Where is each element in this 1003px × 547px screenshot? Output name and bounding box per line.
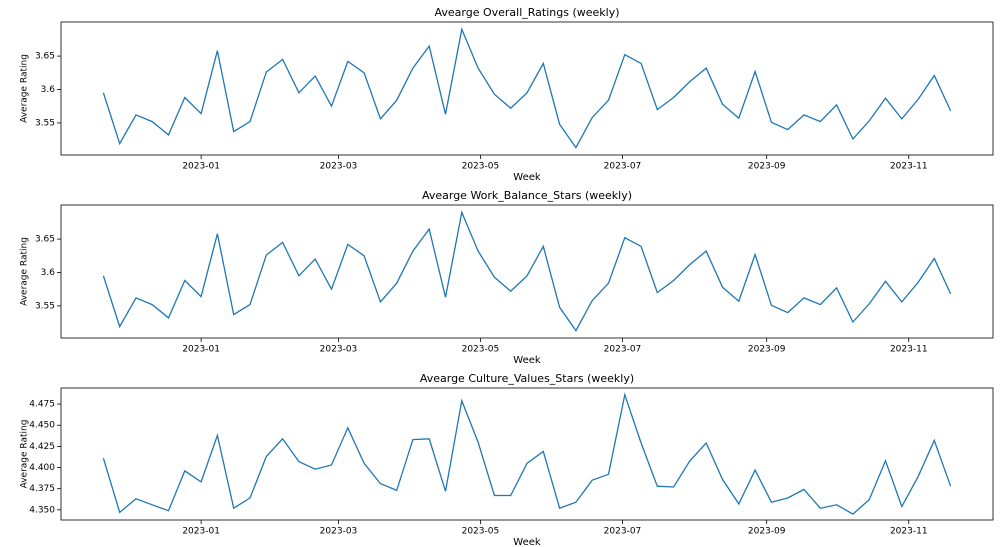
- y-tick-label: 4.425: [29, 442, 55, 452]
- y-tick-label: 4.350: [29, 505, 55, 515]
- line-series: [102, 27, 952, 149]
- chart-title: Avearge Overall_Ratings (weekly): [434, 6, 619, 19]
- x-tick-label: 2023-09: [748, 162, 786, 172]
- x-tick-label: 2023-11: [890, 345, 928, 355]
- line-series: [102, 392, 952, 515]
- y-tick-label: 4.450: [29, 421, 55, 431]
- x-tick-label: 2023-07: [604, 345, 642, 355]
- x-tick-label: 2023-11: [890, 162, 928, 172]
- x-axis-label: Week: [513, 355, 541, 366]
- x-tick-label: 2023-07: [604, 162, 642, 172]
- y-tick-label: 3.6: [41, 268, 56, 278]
- y-tick-label: 4.400: [29, 463, 55, 473]
- y-tick-label: 3.65: [35, 52, 55, 62]
- x-tick-label: 2023-01: [182, 162, 220, 172]
- x-tick-label: 2023-03: [320, 162, 358, 172]
- y-axis-label: Average Rating: [20, 237, 30, 306]
- y-tick-label: 4.475: [29, 400, 55, 410]
- y-tick-label: 3.55: [35, 118, 55, 128]
- x-tick-label: 2023-05: [462, 527, 500, 537]
- x-tick-label: 2023-03: [320, 345, 358, 355]
- x-tick-label: 2023-05: [462, 162, 500, 172]
- axes-frame: [60, 204, 994, 339]
- x-tick-label: 2023-11: [890, 527, 928, 537]
- x-tick-label: 2023-05: [462, 345, 500, 355]
- x-tick-label: 2023-09: [748, 527, 786, 537]
- x-tick-label: 2023-01: [182, 527, 220, 537]
- y-tick-label: 3.6: [41, 85, 56, 95]
- axes-frame: [60, 387, 994, 521]
- chart-title: Avearge Work_Balance_Stars (weekly): [422, 189, 632, 202]
- x-tick-label: 2023-09: [748, 345, 786, 355]
- y-axis-label: Average Rating: [20, 420, 30, 489]
- y-tick-label: 4.375: [29, 484, 55, 494]
- y-axis-label: Average Rating: [20, 54, 30, 123]
- chart-title: Avearge Culture_Values_Stars (weekly): [420, 372, 634, 385]
- x-tick-label: 2023-01: [182, 345, 220, 355]
- y-tick-label: 3.65: [35, 235, 55, 245]
- line-series: [102, 210, 952, 332]
- x-tick-label: 2023-07: [604, 527, 642, 537]
- y-tick-label: 3.55: [35, 301, 55, 311]
- x-axis-label: Week: [513, 537, 541, 547]
- x-axis-label: Week: [513, 172, 541, 183]
- axes-frame: [60, 21, 994, 156]
- x-tick-label: 2023-03: [320, 527, 358, 537]
